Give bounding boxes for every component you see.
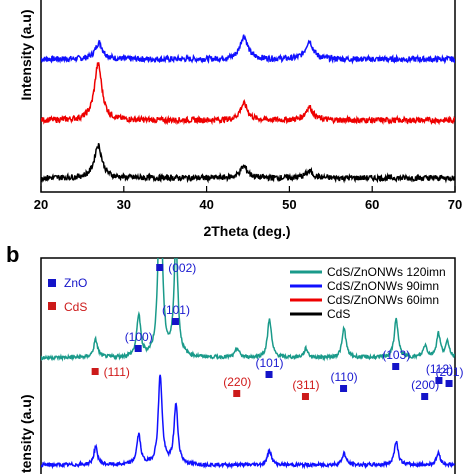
panel-a-y-axis-label: Intensity (a.u) xyxy=(18,9,34,100)
panel-b-label: b xyxy=(6,242,19,267)
peak-marker xyxy=(134,345,142,352)
legend-label-120: CdS/ZnONWs 120imn xyxy=(327,265,446,279)
peak-label: (110) xyxy=(330,370,357,384)
panel-a-tick-label: 70 xyxy=(448,197,462,212)
legend-label-cds: CdS xyxy=(327,307,350,321)
panel-b-trace-1 xyxy=(41,374,455,470)
peak-label: (201) xyxy=(436,365,464,379)
peak-marker xyxy=(435,377,443,384)
peak-label: (100) xyxy=(125,330,153,344)
legend-label-60: CdS/ZnONWs 60imn xyxy=(327,293,439,307)
legend-label-90: CdS/ZnONWs 90imn xyxy=(327,279,439,293)
panel-b-frame xyxy=(40,257,456,474)
panel-a-tick-label: 20 xyxy=(34,197,48,212)
panel-a-trace-0 xyxy=(41,34,455,65)
series-legend: CdS/ZnONWs 120imn CdS/ZnONWs 90imn CdS/Z… xyxy=(290,265,446,321)
panel-a-frame xyxy=(40,0,456,193)
peak-marker xyxy=(156,264,164,271)
peak-marker xyxy=(171,318,179,325)
panel-a-x-axis-label: 2Theta (deg.) xyxy=(203,223,290,239)
peak-label: (112) xyxy=(426,362,453,376)
peak-marker xyxy=(445,380,453,387)
cds-marker xyxy=(48,302,56,310)
zno-legend-label: ZnO xyxy=(64,276,87,290)
peak-marker xyxy=(301,393,309,400)
panel-a-trace-2 xyxy=(41,142,455,184)
peak-marker xyxy=(91,368,99,375)
panel-a-tick-label: 40 xyxy=(199,197,213,212)
peak-label: (220) xyxy=(223,375,251,389)
panel-a: 20 30 40 50 60 70 2Theta (deg.) Intensity (a.… xyxy=(18,0,462,239)
peak-marker xyxy=(392,363,400,370)
peak-label: (002) xyxy=(168,261,196,275)
panel-a-x-ticks: 20 30 40 50 60 70 xyxy=(34,186,462,212)
peak-label: (200) xyxy=(411,378,439,392)
phase-legend: ZnO CdS xyxy=(48,276,87,314)
panel-b-annotations: (002) (101) (100) (111) (101) (220) (311) (110)… xyxy=(91,261,464,400)
cds-legend-label: CdS xyxy=(64,300,87,314)
panel-a-tick-label: 60 xyxy=(365,197,379,212)
panel-b-y-axis-label: Intensity (a.u) xyxy=(18,394,34,474)
peak-label: (101) xyxy=(162,303,190,317)
panel-a-tick-label: 30 xyxy=(117,197,131,212)
panel-b: b (002) (101) (100) (111) (101) (220) (311) (11… xyxy=(6,242,464,474)
peak-marker xyxy=(233,390,241,397)
peak-label: (311) xyxy=(292,378,319,392)
peak-marker xyxy=(340,385,348,392)
peak-marker xyxy=(265,371,273,378)
panel-a-trace-1 xyxy=(41,62,455,126)
peak-label: (111) xyxy=(104,365,130,379)
peak-label: (101) xyxy=(256,356,284,370)
zno-marker xyxy=(48,279,56,287)
peak-label: (103) xyxy=(382,348,410,362)
panel-a-tick-label: 50 xyxy=(282,197,296,212)
panel-b-trace-0 xyxy=(41,258,455,362)
panel-a-traces xyxy=(41,34,455,184)
panel-b-traces xyxy=(41,258,455,470)
peak-marker xyxy=(421,393,429,400)
